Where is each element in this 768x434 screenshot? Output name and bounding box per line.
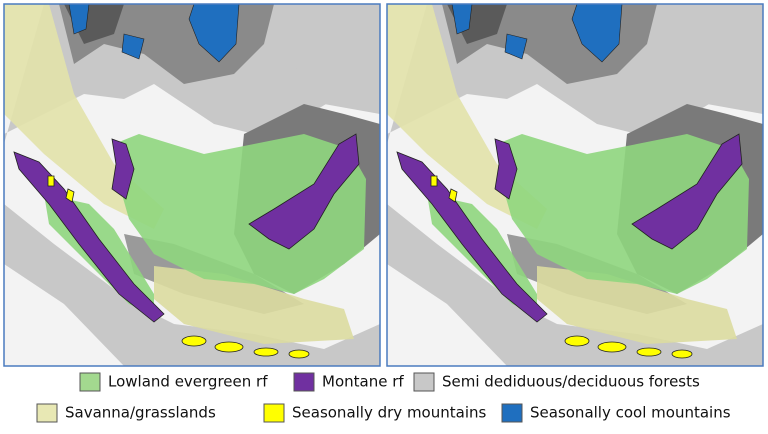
legend-label: Seasonally cool mountains [530, 404, 731, 422]
legend-label: Semi dediduous/deciduous forests [442, 373, 700, 391]
legend-label: Seasonally dry mountains [292, 404, 486, 422]
map-panel-right [386, 3, 764, 367]
legend-label: Montane rf [322, 373, 404, 391]
legend-swatch [293, 372, 315, 392]
legend-swatch [79, 372, 101, 392]
legend-swatch [263, 403, 285, 423]
legend-swatch [36, 403, 58, 423]
map-panel-left [3, 3, 381, 367]
legend-swatch [413, 372, 435, 392]
legend-label: Lowland evergreen rf [108, 373, 268, 391]
legend-label: Savanna/grasslands [65, 404, 216, 422]
legend-swatch [501, 403, 523, 423]
